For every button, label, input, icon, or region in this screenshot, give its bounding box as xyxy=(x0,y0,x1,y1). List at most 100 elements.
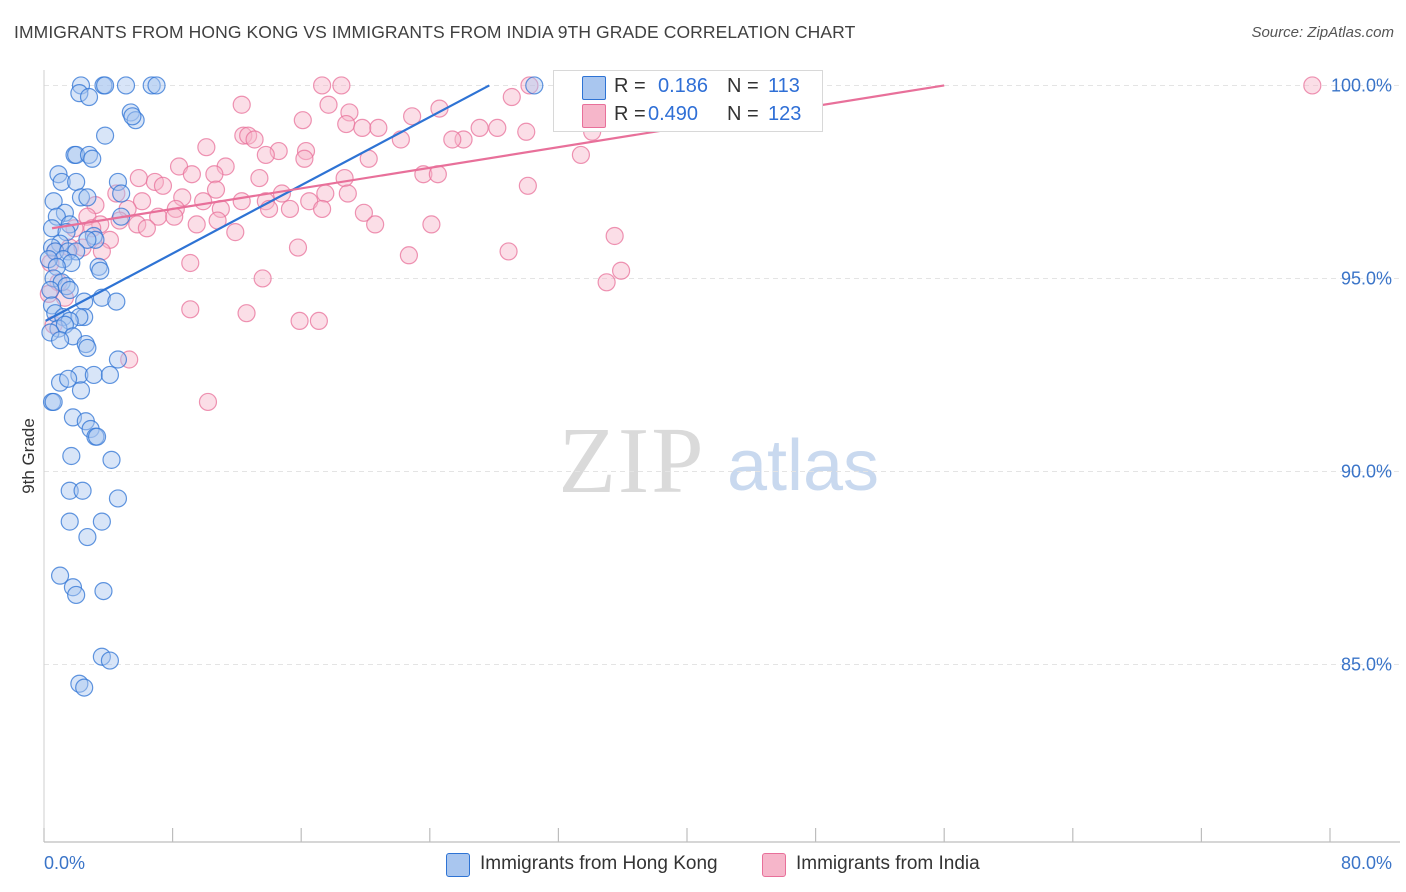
hong-kong-point xyxy=(41,323,60,342)
grid-lines xyxy=(44,84,1400,665)
hong-kong-point xyxy=(75,678,94,697)
hong-kong-point xyxy=(92,512,111,531)
hong-kong-point xyxy=(107,292,126,311)
legend-row-india: R = 0.490 N = 123 xyxy=(554,101,822,129)
hong-kong-point xyxy=(50,566,70,585)
india-point xyxy=(443,130,462,149)
watermark-zip: ZIP xyxy=(559,409,706,513)
n-label: N = xyxy=(727,75,759,97)
hong-kong-point xyxy=(62,446,81,466)
india-point xyxy=(232,95,251,114)
india-point xyxy=(173,188,192,207)
r-label: R = xyxy=(614,75,646,97)
n-value: 113 xyxy=(768,75,800,97)
india-point xyxy=(1303,76,1322,95)
india-point xyxy=(181,253,200,273)
x-tick-label: 80.0% xyxy=(1341,853,1392,873)
hong-kong-point xyxy=(84,365,103,385)
india-point xyxy=(422,215,441,234)
india-point xyxy=(488,118,507,138)
india-point xyxy=(296,141,316,161)
india-point xyxy=(295,149,314,168)
india-point xyxy=(256,145,275,165)
y-tick-label: 90.0% xyxy=(1341,461,1392,481)
y-tick-label: 100.0% xyxy=(1331,75,1392,95)
correlation-legend: R = 0.186 N = 113 R = 0.490 N = 123 xyxy=(553,70,823,132)
hong-kong-point xyxy=(78,230,97,249)
hong-kong-point xyxy=(75,307,94,327)
y-axis-label: 9th Grade xyxy=(19,418,38,494)
hong-kong-point xyxy=(108,350,128,369)
india-point xyxy=(319,95,338,114)
india-point xyxy=(290,311,309,330)
hong-kong-point xyxy=(123,107,142,126)
tick-labels: 100.0% 95.0% 90.0% 85.0% 0.0% 80.0% xyxy=(44,75,1392,873)
legend-label: Immigrants from India xyxy=(796,853,980,874)
hong-kong-point xyxy=(78,188,97,207)
hong-kong-point xyxy=(525,76,544,95)
legend-item-india: Immigrants from India xyxy=(762,852,1022,878)
r-value: 0.186 xyxy=(658,75,709,97)
hong-kong-point xyxy=(59,369,78,388)
x-tick-label: 0.0% xyxy=(44,853,85,873)
hong-kong-point xyxy=(100,651,120,670)
india-point xyxy=(611,261,631,280)
hong-kong-point xyxy=(91,261,110,280)
hong-kong-point xyxy=(71,188,91,207)
legend-row-hong-kong: R = 0.186 N = 113 xyxy=(554,73,822,101)
india-point xyxy=(309,311,328,330)
hong-kong-point xyxy=(108,172,128,192)
india-point xyxy=(502,87,521,107)
india-point xyxy=(245,130,264,149)
india-point xyxy=(83,219,102,238)
india-point xyxy=(194,192,213,211)
india-point xyxy=(605,226,624,246)
india-point xyxy=(226,223,245,242)
y-tick-label: 95.0% xyxy=(1341,268,1392,288)
hong-kong-point xyxy=(94,581,113,601)
india-point xyxy=(403,107,422,126)
india-point xyxy=(128,215,147,234)
india-point xyxy=(181,300,200,319)
india-point xyxy=(369,118,388,138)
hong-kong-point xyxy=(100,365,120,385)
hong-kong-point xyxy=(52,172,71,192)
india-point xyxy=(353,118,372,138)
hong-kong-point xyxy=(62,253,81,273)
legend-label: Immigrants from Hong Kong xyxy=(480,853,718,874)
hong-kong-point xyxy=(108,489,128,508)
india-point xyxy=(234,126,253,145)
hong-kong-point xyxy=(67,172,86,192)
axes xyxy=(43,70,1400,843)
hong-kong-point xyxy=(83,149,102,168)
india-point xyxy=(517,122,536,141)
hong-kong-point xyxy=(78,527,97,547)
hong-kong-point xyxy=(44,392,63,412)
hong-kong-point xyxy=(71,381,91,400)
india-legend-swatch xyxy=(762,853,786,877)
india-point xyxy=(182,165,201,184)
hong-kong-point xyxy=(57,223,76,242)
hong-kong-point xyxy=(73,481,92,500)
india-point xyxy=(316,184,335,203)
india-point xyxy=(187,215,206,234)
india-point xyxy=(237,304,256,323)
india-point xyxy=(337,114,356,134)
india-swatch xyxy=(582,104,606,128)
india-point xyxy=(153,176,173,195)
india-point xyxy=(92,242,111,261)
hong-kong-swatch xyxy=(582,76,606,100)
india-point xyxy=(571,145,591,165)
hong-kong-point xyxy=(60,280,79,300)
watermark-atlas: atlas xyxy=(727,426,879,506)
n-label: N = xyxy=(727,103,759,125)
india-point xyxy=(280,199,300,219)
india-point xyxy=(197,138,216,157)
hong-kong-point xyxy=(78,338,97,358)
india-point xyxy=(293,111,312,130)
hong-kong-point xyxy=(142,76,161,95)
india-point xyxy=(470,118,489,138)
india-point xyxy=(340,103,359,122)
legend-item-hong-kong: Immigrants from Hong Kong xyxy=(446,852,746,878)
